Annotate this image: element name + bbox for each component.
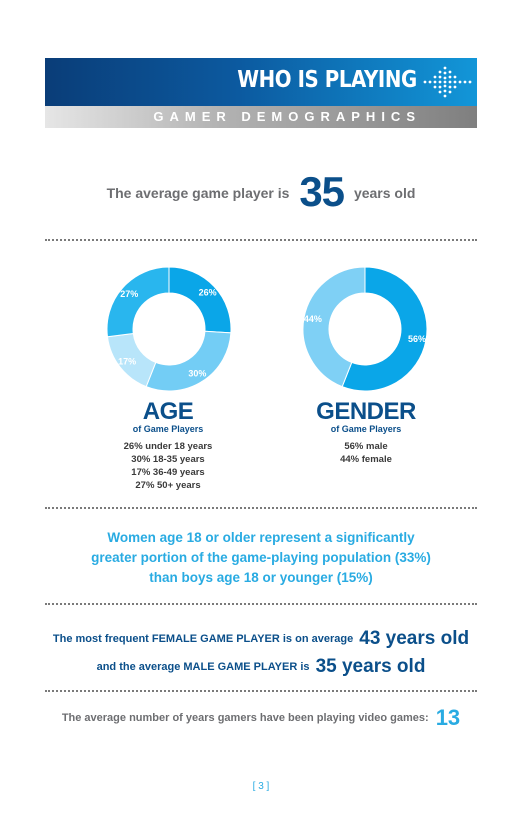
age-slice-label: 27% — [120, 289, 138, 299]
page-number: [ 3 ] — [252, 781, 270, 792]
age-stat-line: 17% 36-49 years — [131, 467, 205, 478]
average-age-value: 35 — [299, 168, 345, 215]
women-stat-line: greater portion of the game-playing popu… — [91, 550, 431, 565]
age-donut-chart: 26% 30% 17% 27% — [106, 266, 232, 392]
gender-subheading: of Game Players — [330, 424, 402, 434]
age-stat-line: 26% under 18 years — [123, 441, 213, 452]
arrow-right-icon — [423, 66, 472, 98]
male-player-age: 35 years old — [315, 656, 426, 677]
age-slice-label: 30% — [188, 369, 206, 379]
women-statistic: Women age 18 or older represent a signif… — [60, 528, 462, 588]
male-player-statement: and the average MALE GAME PLAYER is 35 y… — [0, 656, 522, 678]
page-title: WHO IS PLAYING — [237, 67, 417, 93]
age-slice — [168, 266, 232, 334]
years-played-text: The average number of years gamers have … — [61, 712, 429, 724]
dotted-divider — [45, 507, 477, 509]
women-stat-line: Women age 18 or older represent a signif… — [107, 530, 415, 545]
dotted-divider — [45, 239, 477, 241]
male-player-prefix: and the average MALE GAME PLAYER is — [96, 661, 310, 673]
average-age-suffix: years old — [353, 185, 416, 201]
gender-stat-line: 56% male — [344, 441, 388, 452]
age-stat-line: 27% 50+ years — [135, 480, 201, 491]
gender-slice — [341, 266, 428, 392]
gender-donut-chart: 56% 44% — [302, 266, 428, 392]
dotted-divider — [45, 603, 477, 605]
age-slice — [145, 330, 232, 392]
gender-heading: GENDER — [316, 398, 416, 425]
age-slice-label: 17% — [118, 356, 136, 366]
female-player-age: 43 years old — [359, 628, 470, 649]
average-age-statement: The average game player is 35 years old — [0, 168, 522, 216]
gender-stat-line: 44% female — [340, 454, 392, 465]
age-stat-line: 30% 18-35 years — [131, 454, 205, 465]
age-subheading: of Game Players — [132, 424, 204, 434]
header-banner: WHO IS PLAYING — [45, 58, 477, 106]
page-subtitle: GAMER DEMOGRAPHICS — [153, 109, 421, 124]
average-age-prefix: The average game player is — [106, 185, 290, 201]
gender-slice-label: 56% — [408, 334, 426, 344]
gender-slice — [302, 266, 366, 388]
female-player-statement: The most frequent FEMALE GAME PLAYER is … — [0, 628, 522, 650]
header-subbar: GAMER DEMOGRAPHICS — [45, 106, 477, 128]
years-played-value: 13 — [435, 705, 461, 730]
women-stat-line: than boys age 18 or younger (15%) — [149, 570, 373, 585]
dotted-divider — [45, 690, 477, 692]
age-slice-label: 26% — [199, 288, 217, 298]
years-played-statement: The average number of years gamers have … — [0, 705, 522, 731]
age-heading: AGE — [142, 398, 194, 425]
age-slice — [106, 266, 170, 338]
female-player-prefix: The most frequent FEMALE GAME PLAYER is … — [52, 633, 354, 645]
gender-slice-label: 44% — [304, 314, 322, 324]
